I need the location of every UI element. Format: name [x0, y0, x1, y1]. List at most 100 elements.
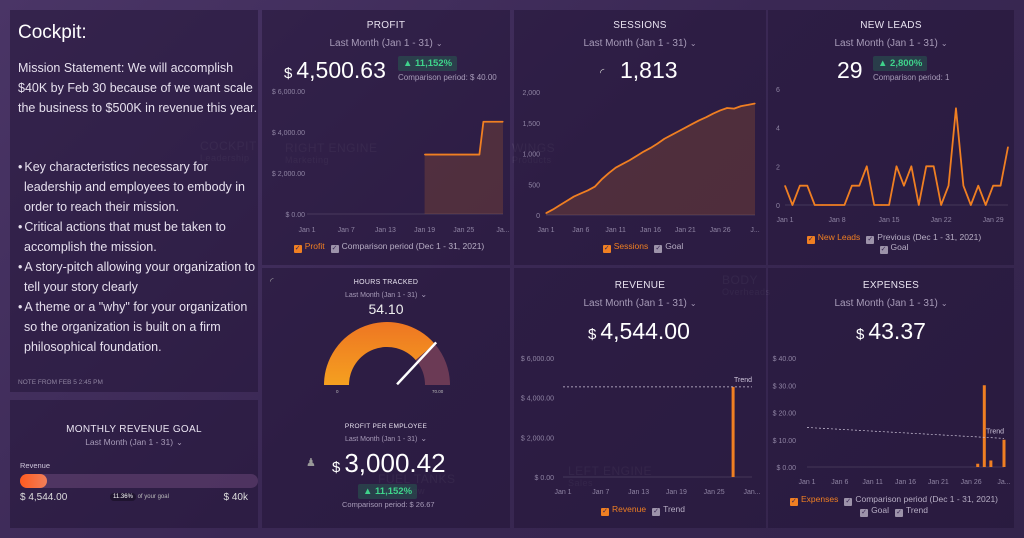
x-tick-label: Jan 13 [375, 227, 396, 234]
new-leads-panel: NEW LEADS Last Month (Jan 1 - 31) ⌄ 29 ▲ … [768, 10, 1014, 265]
user-icon: ♟ [306, 457, 316, 469]
data-point [629, 159, 631, 161]
change-badge: ▲ 11,152% [398, 56, 458, 71]
note-bullet: Critical actions that must be taken to a… [18, 217, 258, 257]
trend-label: Trend [986, 428, 1004, 435]
legend-checkbox-goal[interactable]: ✓ [654, 245, 663, 253]
gauge-min-label: 0 [336, 389, 339, 394]
y-tick-label: $ 40.00 [773, 356, 796, 363]
data-point [754, 102, 756, 105]
date-range-dropdown[interactable]: Last Month (Jan 1 - 31) ⌄ [344, 434, 428, 443]
data-point [933, 165, 935, 167]
data-point [443, 153, 445, 156]
goal-target: $ 40k [223, 492, 248, 503]
legend-checkbox-new-leads[interactable]: ✓ [806, 236, 815, 244]
loading-icon: ◜ [600, 67, 605, 79]
x-tick-label: Jan 19 [666, 489, 687, 496]
legend-checkbox-expenses[interactable]: ✓ [789, 498, 798, 506]
y-tick-label: 1,000 [522, 152, 540, 159]
data-point [663, 138, 666, 140]
hours-tracked-value: 54.10 [368, 301, 404, 317]
goal-percent: 11.36% of your goal [110, 493, 169, 501]
series-area [424, 121, 503, 214]
y-tick-label: $ 6,000.00 [521, 356, 554, 363]
data-point [559, 204, 561, 206]
bar [731, 386, 735, 477]
data-point [649, 147, 652, 149]
legend-checkbox-revenue[interactable]: ✓ [601, 508, 610, 516]
x-tick-label: Jan 22 [931, 217, 952, 224]
chevron-down-icon: ⌄ [940, 299, 948, 308]
panel-title: NEW LEADS [860, 20, 922, 31]
legend-checkbox-comparison[interactable]: ✓ [844, 498, 853, 506]
data-point [495, 121, 498, 123]
legend-checkbox-goal[interactable]: ✓ [860, 509, 869, 517]
data-point [733, 108, 735, 110]
date-range-dropdown[interactable]: Last Month (Jan 1 - 31) ⌄ [85, 437, 183, 447]
chevron-down-icon: ⌄ [420, 434, 428, 443]
date-range-dropdown[interactable]: Last Month (Jan 1 - 31) ⌄ [344, 290, 428, 299]
data-point [437, 153, 439, 156]
y-tick-label: $ 20.00 [773, 411, 796, 418]
chart-legend: ✓ Sessions ✓ Goal [602, 241, 684, 253]
data-point [587, 189, 589, 191]
chart-legend-row2: ✓ Goal ✓ Trend [860, 505, 928, 517]
x-tick-label: Jan... [743, 489, 760, 496]
series-area [546, 103, 755, 215]
data-point [573, 195, 575, 198]
data-point [566, 200, 568, 202]
data-point [881, 204, 883, 206]
note-bullet: A story-pitch allowing your organization… [18, 257, 258, 297]
x-tick-label: Jan 1 [776, 217, 793, 224]
legend-checkbox-profit[interactable]: ✓ [293, 245, 302, 253]
expenses-value: $43.37 [856, 318, 926, 344]
data-point [866, 165, 868, 167]
data-point [463, 153, 465, 156]
date-range-dropdown[interactable]: Last Month (Jan 1 - 31) ⌄ [583, 38, 697, 49]
data-point [910, 165, 912, 167]
goal-progress-fill [20, 474, 48, 488]
date-range-dropdown[interactable]: Last Month (Jan 1 - 31) ⌄ [329, 38, 443, 49]
chevron-down-icon: ⌄ [689, 299, 697, 308]
legend-checkbox-sessions[interactable]: ✓ [602, 245, 611, 253]
data-point [836, 204, 838, 206]
date-range-dropdown[interactable]: Last Month (Jan 1 - 31) ⌄ [583, 298, 697, 309]
data-point [918, 204, 920, 206]
data-point [719, 109, 721, 112]
legend-checkbox-trend[interactable]: ✓ [895, 509, 904, 517]
mission-note-panel: Cockpit: Mission Statement: We will acco… [10, 10, 258, 392]
data-point [684, 127, 686, 129]
profit-per-employee-title: PROFIT PER EMPLOYEE [344, 423, 428, 430]
legend-checkbox-trend[interactable]: ✓ [652, 508, 661, 516]
chart-legend-row2: ✓ Goal [879, 242, 909, 254]
gauge-max-label: 70.00 [432, 389, 444, 394]
mission-statement: Mission Statement: We will accomplish $4… [18, 61, 258, 115]
note-bullets: Key characteristics necessary for leader… [18, 157, 258, 357]
note-bullet: A theme or a "why" for your organization… [18, 297, 258, 357]
x-tick-label: Jan 11 [862, 479, 883, 486]
hours-gauge [324, 322, 450, 386]
x-tick-label: Ja... [997, 479, 1010, 486]
goal-label: Revenue [20, 461, 51, 470]
date-range-dropdown[interactable]: Last Month (Jan 1 - 31) ⌄ [834, 38, 948, 49]
x-tick-label: Jan 26 [710, 227, 731, 234]
gauge-fill [324, 322, 435, 385]
data-point [970, 204, 972, 206]
chart-legend: ✓ New Leads ✓ Previous (Dec 1 - 31, 2021) [806, 232, 982, 244]
date-range-dropdown[interactable]: Last Month (Jan 1 - 31) ⌄ [834, 298, 948, 309]
chart-legend: ✓ Expenses ✓ Comparison period (Dec 1 - 31,… [789, 494, 999, 506]
data-point [456, 153, 458, 156]
bar [1002, 439, 1006, 467]
panel-title: EXPENSES [862, 280, 920, 291]
data-point [601, 178, 603, 180]
legend-checkbox-comparison[interactable]: ✓ [330, 245, 339, 253]
data-point [903, 185, 905, 187]
data-point [622, 163, 624, 165]
legend-checkbox-goal[interactable]: ✓ [879, 246, 888, 254]
data-point [851, 185, 853, 187]
x-tick-label: Jan 7 [338, 227, 355, 234]
data-point [821, 204, 823, 206]
y-tick-label: $ 0.00 [777, 465, 797, 472]
legend-checkbox-previous[interactable]: ✓ [866, 236, 875, 244]
